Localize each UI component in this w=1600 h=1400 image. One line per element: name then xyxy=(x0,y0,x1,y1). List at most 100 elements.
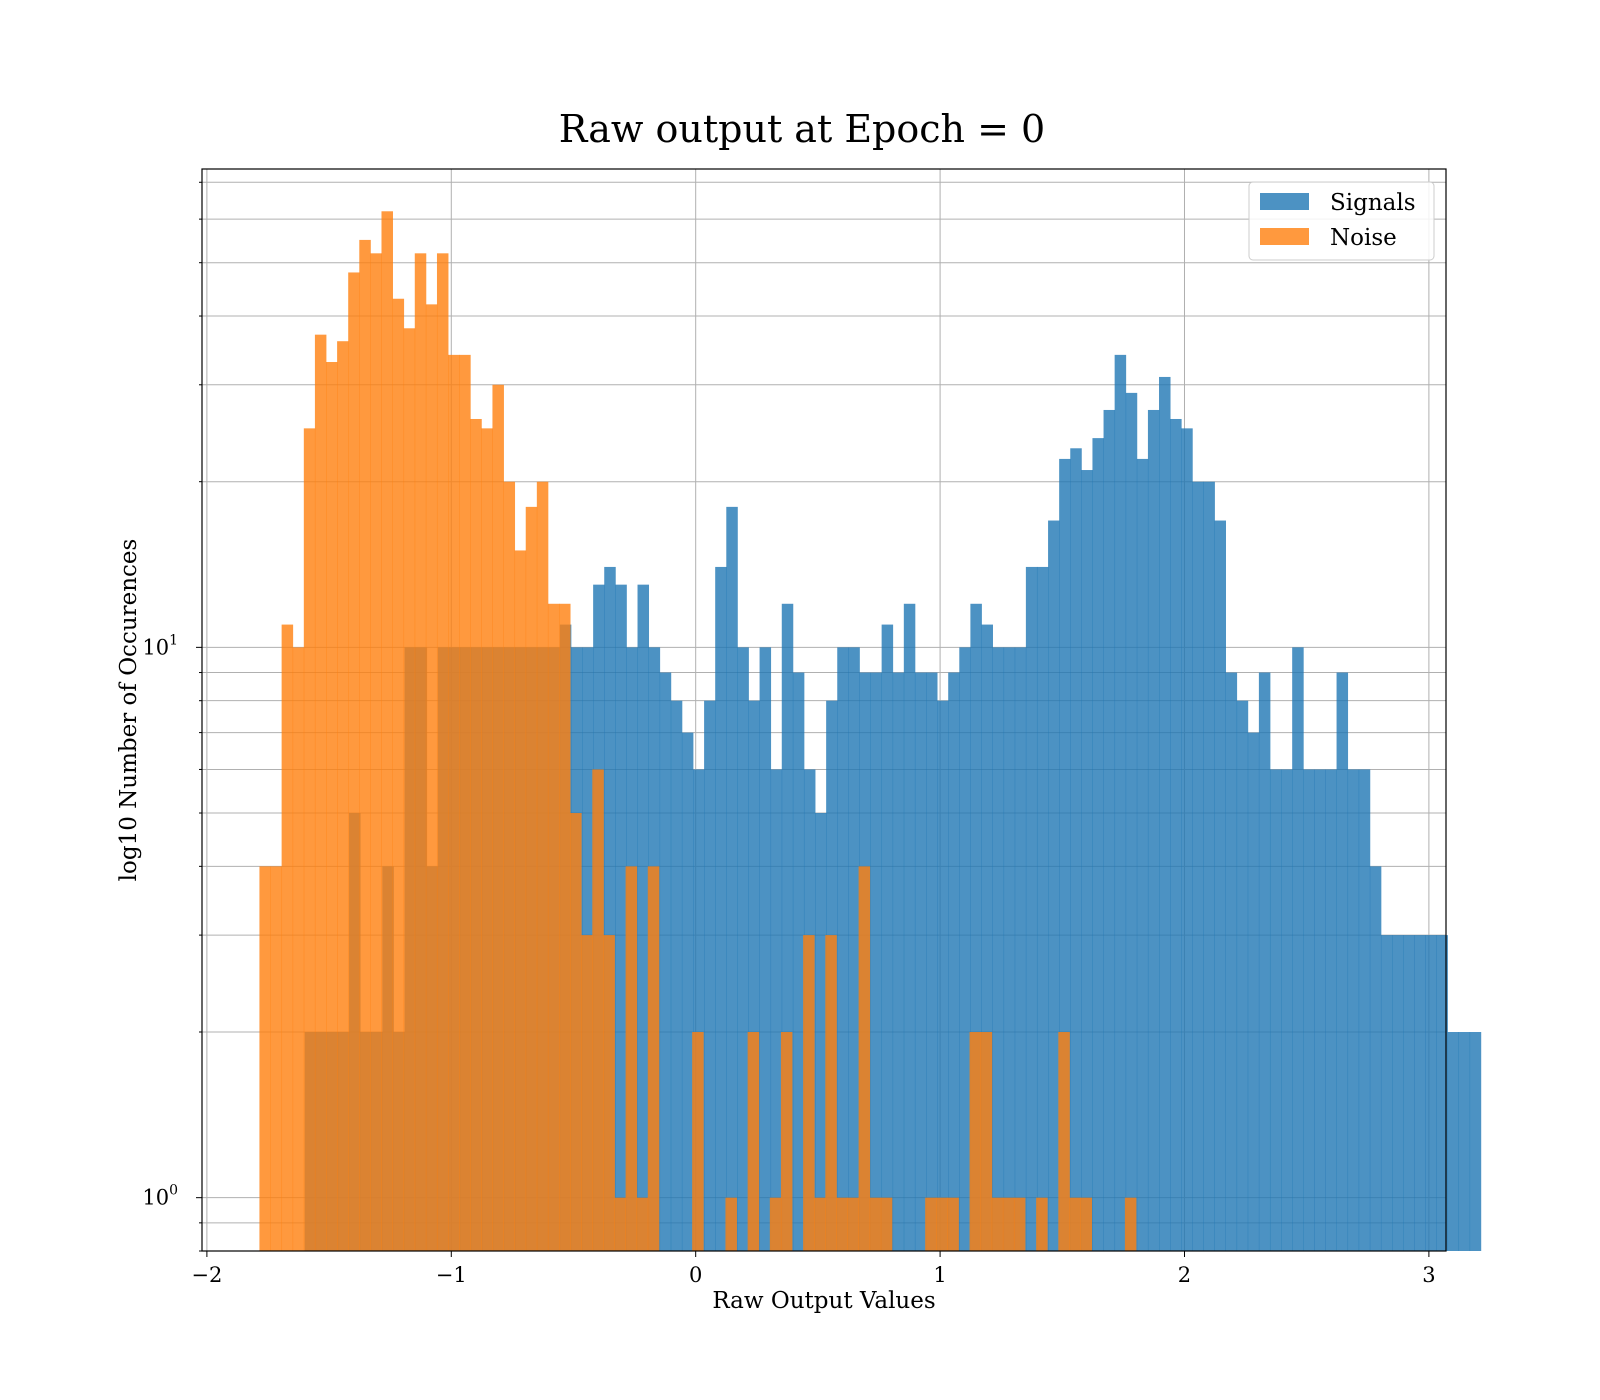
legend-swatch-signals xyxy=(1260,193,1309,210)
histogram-bar xyxy=(759,647,772,1251)
histogram-bar xyxy=(1303,769,1315,1251)
histogram-bar xyxy=(1036,566,1049,1251)
histogram-bar xyxy=(693,769,705,1251)
histogram-bar xyxy=(1114,354,1127,1251)
histogram-bar xyxy=(1136,458,1149,1252)
histogram-bar xyxy=(748,700,760,1251)
histogram-bar xyxy=(1069,1197,1081,1251)
histogram-bar xyxy=(536,481,549,1252)
histogram-bar xyxy=(970,603,982,1251)
histogram-bar xyxy=(870,672,883,1251)
histogram-bar xyxy=(769,1197,782,1251)
y-tick-base: 10 xyxy=(142,635,169,659)
histogram-bar xyxy=(1013,1197,1026,1251)
series-noise xyxy=(259,211,1137,1252)
x-axis-label: Raw Output Values xyxy=(712,1288,935,1314)
histogram-bar xyxy=(425,304,438,1251)
histogram-bar xyxy=(547,603,560,1251)
histogram-bar xyxy=(1469,1032,1482,1251)
histogram-bar xyxy=(359,239,371,1252)
histogram-bar xyxy=(1247,732,1260,1251)
histogram-bar xyxy=(848,647,860,1251)
histogram-bar xyxy=(1225,672,1238,1251)
histogram-bar xyxy=(747,1032,760,1251)
histogram-bar xyxy=(1258,672,1271,1251)
histogram-bar xyxy=(1236,700,1249,1251)
histogram-bar xyxy=(270,866,283,1251)
histogram-bar xyxy=(259,866,271,1251)
histogram-bar xyxy=(581,935,593,1251)
histogram-bar xyxy=(370,253,382,1251)
x-tick-label: −2 xyxy=(191,1263,222,1287)
histogram-bar xyxy=(1269,769,1282,1251)
histogram-bar xyxy=(1314,769,1326,1251)
histogram-bar xyxy=(1292,647,1304,1251)
histogram-bar xyxy=(1003,647,1016,1251)
histogram-bar xyxy=(726,506,738,1251)
histogram-bar xyxy=(1369,866,1382,1251)
legend-swatch-noise xyxy=(1260,228,1309,245)
histogram-bar xyxy=(292,647,305,1251)
histogram-bar xyxy=(725,1197,737,1251)
histogram-bar xyxy=(1203,481,1215,1252)
histogram-bar xyxy=(414,253,427,1251)
histogram-bar xyxy=(1147,409,1160,1251)
x-tick-label: 1 xyxy=(933,1263,946,1287)
histogram-bar xyxy=(704,700,716,1251)
histogram-bar xyxy=(892,672,905,1251)
histogram-bar xyxy=(636,1197,649,1251)
histogram-bar xyxy=(1170,418,1182,1251)
histogram-bar xyxy=(1080,1197,1093,1251)
histogram-bar xyxy=(980,1032,993,1251)
x-tick-label: −1 xyxy=(436,1263,467,1287)
histogram-bar xyxy=(926,672,938,1251)
histogram-bar xyxy=(692,1032,704,1251)
y-axis-label: log10 Number of Occurences xyxy=(116,539,142,882)
histogram-bar xyxy=(1192,481,1204,1252)
y-tick-exponent: 1 xyxy=(169,632,178,648)
histogram-bar xyxy=(525,506,538,1251)
histogram-bar xyxy=(659,672,672,1251)
histogram-bar xyxy=(1092,438,1104,1251)
histogram-bar xyxy=(903,603,916,1251)
y-tick-label: 100 xyxy=(142,1183,178,1210)
chart-title: Raw output at Epoch = 0 xyxy=(559,107,1045,151)
histogram-bar xyxy=(281,624,294,1251)
histogram-bar xyxy=(448,354,460,1251)
histogram-bar xyxy=(792,672,805,1251)
y-tick-labels: 100 101 xyxy=(142,632,178,1209)
histogram-bar xyxy=(470,418,482,1251)
histogram-bar xyxy=(869,1197,882,1251)
histogram-bar xyxy=(1392,935,1404,1251)
histogram-bar xyxy=(647,866,660,1251)
histogram-bar xyxy=(1358,769,1371,1251)
histogram-bar xyxy=(814,1197,826,1251)
histogram-bar xyxy=(1048,520,1060,1251)
histogram-bar xyxy=(348,272,360,1252)
histogram-bar xyxy=(1325,769,1337,1251)
histogram-bar xyxy=(881,624,894,1251)
histogram-bar xyxy=(937,700,949,1251)
y-tick-exponent: 0 xyxy=(169,1183,178,1199)
histogram-bar xyxy=(959,647,971,1251)
histogram-bar xyxy=(1436,935,1448,1251)
histogram-bar xyxy=(780,1032,793,1251)
histogram-bar xyxy=(825,935,837,1251)
x-tick-label: 3 xyxy=(1422,1263,1435,1287)
histogram-bar xyxy=(436,253,449,1251)
histogram-bar xyxy=(981,624,993,1251)
legend-label-signals: Signals xyxy=(1330,190,1416,216)
histogram-bar xyxy=(637,584,650,1251)
histogram-bar xyxy=(559,603,571,1251)
histogram-bar xyxy=(481,428,493,1251)
x-tick-labels: −2 −1 0 1 2 3 xyxy=(191,1263,1435,1287)
legend: Signals Noise xyxy=(1248,181,1435,261)
histogram-bar xyxy=(781,603,794,1251)
histogram-bar xyxy=(1214,520,1226,1251)
histogram-bar xyxy=(303,428,316,1251)
histogram-bar xyxy=(914,672,927,1251)
histogram-bar xyxy=(770,769,783,1251)
x-tick-label: 2 xyxy=(1178,1263,1191,1287)
histogram-bar xyxy=(603,935,615,1251)
plot-frame xyxy=(201,168,1447,1252)
